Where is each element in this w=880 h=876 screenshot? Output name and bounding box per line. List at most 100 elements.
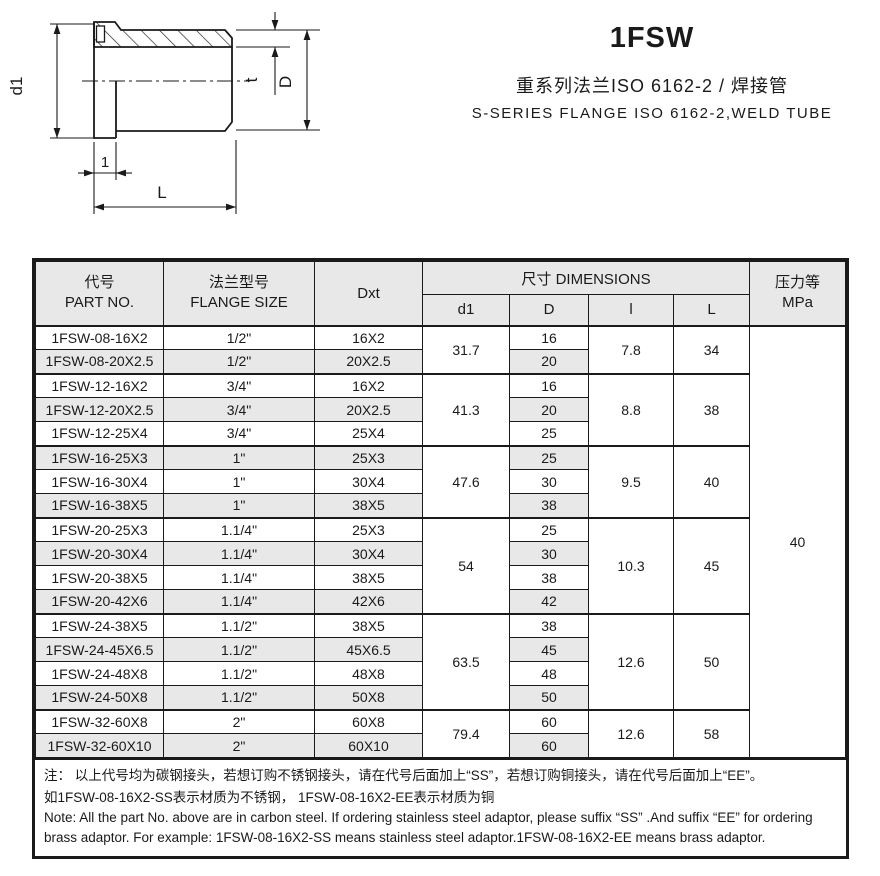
flange-size-cell: 1.1/4" — [163, 589, 315, 614]
dxt-cell: 60X8 — [314, 708, 423, 734]
part-no-cell: 1FSW-16-38X5 — [35, 493, 164, 518]
note-cn-line1: 注： 以上代号均为碳钢接头，若想订购不锈钢接头，请在代号后面加上“SS”，若想订… — [44, 768, 764, 783]
D-cell: 38 — [509, 612, 589, 638]
spec-row: 1FSW-08-16X2 1/2" 16X2 31.7 16 7.8 34 40 — [35, 324, 846, 758]
technical-drawing: d1 t D 1 L — [7, 12, 320, 214]
part-no-cell: 1FSW-20-25X3 — [35, 516, 164, 542]
dxt-cell: 38X5 — [314, 612, 423, 638]
col-header-dimensions: 尺寸 DIMENSIONS — [422, 261, 750, 295]
note-cn-line2: 如1FSW-08-16X2-SS表示材质为不锈钢， 1FSW-08-16X2-E… — [44, 789, 495, 805]
spec-row: 1FSW-20-42X6 1.1/4" 42X6 42 — [35, 589, 846, 614]
spec-table: 代号 PART NO. 法兰型号 FLANGE SIZE Dxt 尺寸 DIME… — [35, 261, 846, 758]
l-cell: 8.8 — [588, 372, 674, 446]
col-header-dxt: Dxt — [314, 261, 423, 326]
part-no-cell: 1FSW-24-50X8 — [35, 685, 164, 710]
D-cell: 50 — [509, 685, 589, 710]
dim-label-d1: d1 — [7, 77, 26, 96]
part-no-cell: 1FSW-16-25X3 — [35, 444, 164, 470]
flange-size-cell: 1.1/2" — [163, 661, 315, 686]
col-header-flange-size: 法兰型号 FLANGE SIZE — [163, 261, 315, 326]
flange-size-cell: 3/4" — [163, 397, 315, 422]
part-section-hatch — [93, 21, 233, 48]
col-header-l: l — [588, 294, 674, 326]
spec-row: 1FSW-20-38X5 1.1/4" 38X5 38 — [35, 565, 846, 590]
spec-row: 1FSW-32-60X10 2" 60X10 60 — [35, 733, 846, 758]
spec-row: 1FSW-20-30X4 1.1/4" 30X4 30 — [35, 541, 846, 566]
D-cell: 42 — [509, 589, 589, 614]
dxt-cell: 45X6.5 — [314, 637, 423, 662]
dxt-cell: 16X2 — [314, 324, 423, 350]
dxt-cell: 42X6 — [314, 589, 423, 614]
flange-size-cell: 1" — [163, 493, 315, 518]
spec-row: 1FSW-16-25X3 1" 25X3 47.6 25 9.5 40 — [35, 444, 846, 518]
l-cell: 9.5 — [588, 444, 674, 518]
col-header-pressure: 压力等 MPa — [749, 261, 846, 326]
dxt-cell: 25X4 — [314, 421, 423, 446]
L-cell: 50 — [673, 612, 750, 710]
dxt-cell: 60X10 — [314, 733, 423, 758]
col-header-flange-size-cn: 法兰型号 — [208, 274, 269, 291]
flange-size-cell: 1.1/2" — [163, 612, 315, 638]
dimension-d1 — [50, 23, 94, 139]
d1-cell: 63.5 — [422, 612, 510, 710]
col-header-D: D — [509, 294, 589, 326]
dxt-cell: 20X2.5 — [314, 349, 423, 374]
part-no-cell: 1FSW-12-16X2 — [35, 372, 164, 398]
dim-label-L: L — [157, 183, 166, 202]
dxt-cell: 25X3 — [314, 516, 423, 542]
D-cell: 20 — [509, 397, 589, 422]
dxt-cell: 38X5 — [314, 565, 423, 590]
l-cell: 10.3 — [588, 516, 674, 614]
note-block: 注： 以上代号均为碳钢接头，若想订购不锈钢接头，请在代号后面加上“SS”，若想订… — [35, 758, 846, 856]
part-no-cell: 1FSW-16-30X4 — [35, 469, 164, 494]
pressure-cell: 40 — [749, 324, 846, 758]
spec-table-header: 代号 PART NO. 法兰型号 FLANGE SIZE Dxt 尺寸 DIME… — [35, 261, 846, 326]
part-no-cell: 1FSW-08-16X2 — [35, 324, 164, 350]
subtitle-english: S-SERIES FLANGE ISO 6162-2,WELD TUBE — [471, 105, 833, 122]
part-no-cell: 1FSW-08-20X2.5 — [35, 349, 164, 374]
D-cell: 30 — [509, 541, 589, 566]
dim-label-one: 1 — [101, 154, 109, 171]
D-cell: 25 — [509, 516, 589, 542]
D-cell: 25 — [509, 421, 589, 446]
l-cell: 12.6 — [588, 708, 674, 758]
D-cell: 30 — [509, 469, 589, 494]
part-no-cell: 1FSW-20-42X6 — [35, 589, 164, 614]
dimension-D — [236, 30, 320, 131]
flange-size-cell: 1.1/4" — [163, 565, 315, 590]
dxt-cell: 25X3 — [314, 444, 423, 470]
D-cell: 45 — [509, 637, 589, 662]
spec-row: 1FSW-12-16X2 3/4" 16X2 41.3 16 8.8 38 — [35, 372, 846, 446]
flange-size-cell: 1.1/4" — [163, 541, 315, 566]
part-no-cell: 1FSW-20-30X4 — [35, 541, 164, 566]
dxt-cell: 30X4 — [314, 541, 423, 566]
dimension-L — [94, 140, 237, 214]
dim-label-t: t — [242, 77, 261, 82]
D-cell: 60 — [509, 733, 589, 758]
d1-cell: 79.4 — [422, 708, 510, 758]
D-cell: 16 — [509, 372, 589, 398]
part-no-cell: 1FSW-24-48X8 — [35, 661, 164, 686]
spec-row: 1FSW-20-25X3 1.1/4" 25X3 54 25 10.3 45 — [35, 516, 846, 614]
part-no-cell: 1FSW-32-60X8 — [35, 708, 164, 734]
col-header-part-no-en: PART NO. — [64, 294, 135, 312]
part-no-cell: 1FSW-24-38X5 — [35, 612, 164, 638]
d1-cell: 41.3 — [422, 372, 510, 446]
spec-row: 1FSW-24-50X8 1.1/2" 50X8 50 — [35, 685, 846, 710]
dxt-cell: 48X8 — [314, 661, 423, 686]
L-cell: 45 — [673, 516, 750, 614]
col-header-part-no-cn: 代号 — [84, 274, 115, 291]
D-cell: 16 — [509, 324, 589, 350]
spec-row: 1FSW-24-48X8 1.1/2" 48X8 48 — [35, 661, 846, 686]
l-cell: 7.8 — [588, 324, 674, 374]
flange-size-cell: 2" — [163, 733, 315, 758]
spec-table-box: 代号 PART NO. 法兰型号 FLANGE SIZE Dxt 尺寸 DIME… — [32, 258, 849, 860]
col-header-pressure-cn: 压力等 — [774, 274, 820, 291]
part-no-cell: 1FSW-12-25X4 — [35, 421, 164, 446]
D-cell: 38 — [509, 565, 589, 590]
d1-cell: 54 — [422, 516, 510, 614]
col-header-d1: d1 — [422, 294, 510, 326]
L-cell: 40 — [673, 444, 750, 518]
part-no-cell: 1FSW-20-38X5 — [35, 565, 164, 590]
D-cell: 48 — [509, 661, 589, 686]
